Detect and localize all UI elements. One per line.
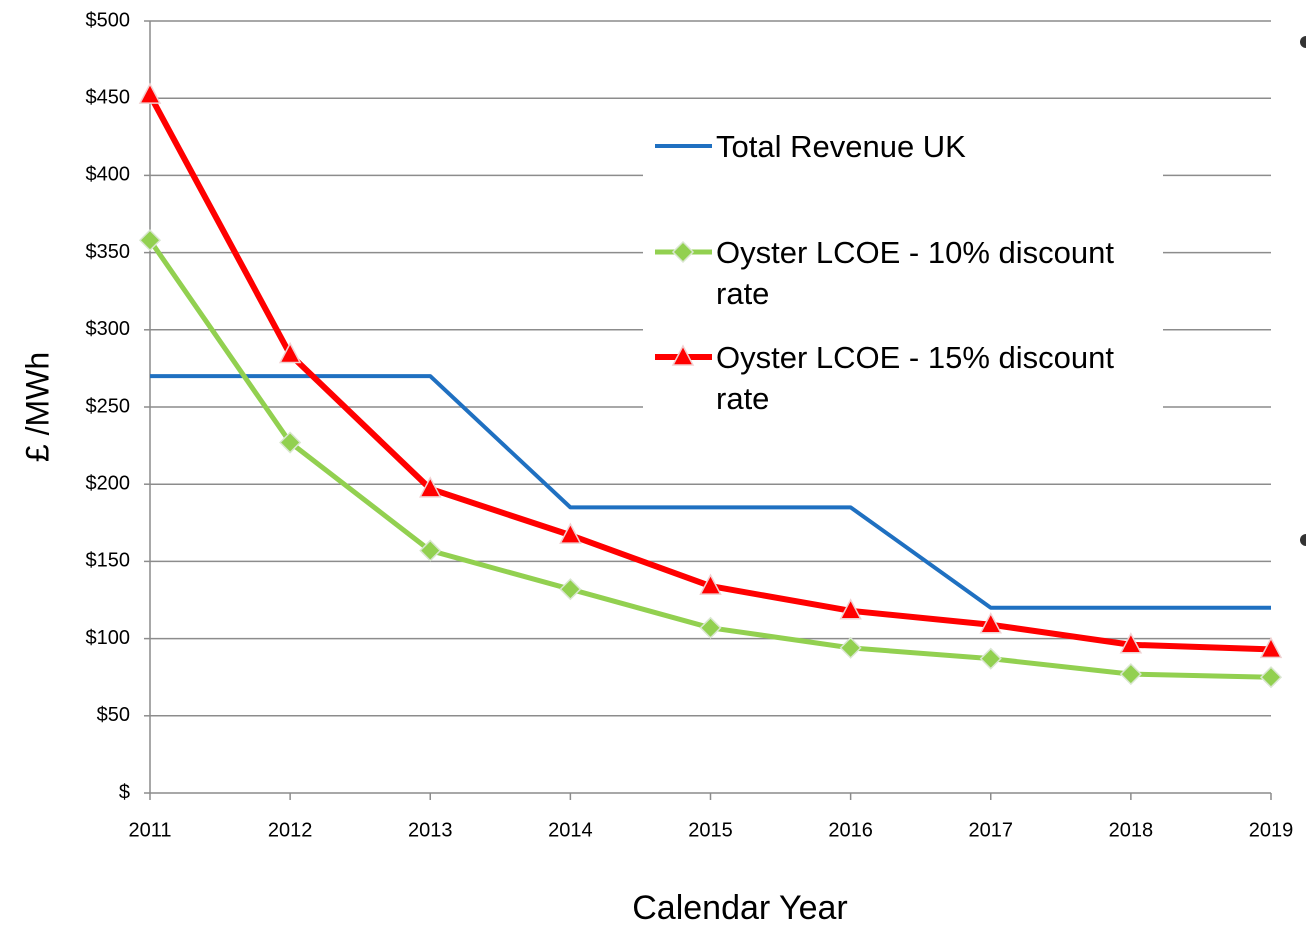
series-line (150, 374, 1271, 610)
y-tick-label: $400 (86, 164, 131, 186)
marker (559, 578, 582, 601)
x-tick-label: 2015 (688, 819, 733, 841)
y-tick-label: $450 (86, 86, 131, 108)
x-tick-label: 2013 (408, 819, 453, 841)
legend-marker (671, 344, 695, 366)
marker (699, 616, 722, 639)
plot-area: $ $50 $100 $150 $200 $250 $300 $350 $400 $450 $500… (86, 9, 1294, 841)
legend-label: Total Revenue UK (716, 129, 966, 164)
x-tick-label: 2014 (548, 819, 593, 841)
x-tick-label: 2018 (1109, 819, 1154, 841)
y-tick-label: $250 (86, 395, 131, 417)
x-tick-label: 2011 (128, 819, 171, 841)
bullet (1300, 36, 1306, 48)
y-tick-label: $200 (86, 472, 131, 494)
x-axis-label: Calendar Year (632, 889, 848, 927)
legend-box (643, 113, 1163, 430)
marker (979, 647, 1002, 670)
marker (1119, 632, 1143, 654)
y-tick-label: $500 (86, 9, 131, 31)
legend-label: Oyster LCOE - 10% discount rate (716, 235, 1114, 311)
y-tick-label: $300 (86, 318, 131, 340)
legend (655, 144, 712, 366)
marker (419, 539, 442, 562)
x-tick-label: 2012 (268, 819, 313, 841)
marker (979, 612, 1002, 634)
marker (138, 229, 162, 252)
bullet (1300, 534, 1306, 546)
marker (699, 573, 722, 595)
marker (279, 431, 302, 454)
y-tick-label: $100 (86, 627, 131, 649)
legend-marker (671, 240, 695, 264)
y-tick-label: $ (119, 781, 130, 803)
marker (559, 522, 582, 544)
y-tick-label: $350 (86, 241, 131, 263)
x-tick-label: 2019 (1249, 819, 1294, 841)
legend-label: Oyster LCOE - 15% discount rate (716, 340, 1114, 416)
y-tick-label: $150 (86, 550, 131, 572)
marker (1259, 636, 1283, 659)
marker (839, 636, 862, 659)
x-tick-label: 2017 (969, 819, 1014, 841)
y-tick-label: $50 (97, 704, 130, 726)
marker (419, 476, 442, 498)
marker (1259, 666, 1283, 689)
marker (138, 82, 162, 104)
marker (1119, 663, 1142, 686)
y-axis-label: £ /MWh (19, 352, 55, 462)
marker (839, 598, 862, 620)
x-tick-label: 2016 (828, 819, 873, 841)
marker (278, 341, 302, 364)
